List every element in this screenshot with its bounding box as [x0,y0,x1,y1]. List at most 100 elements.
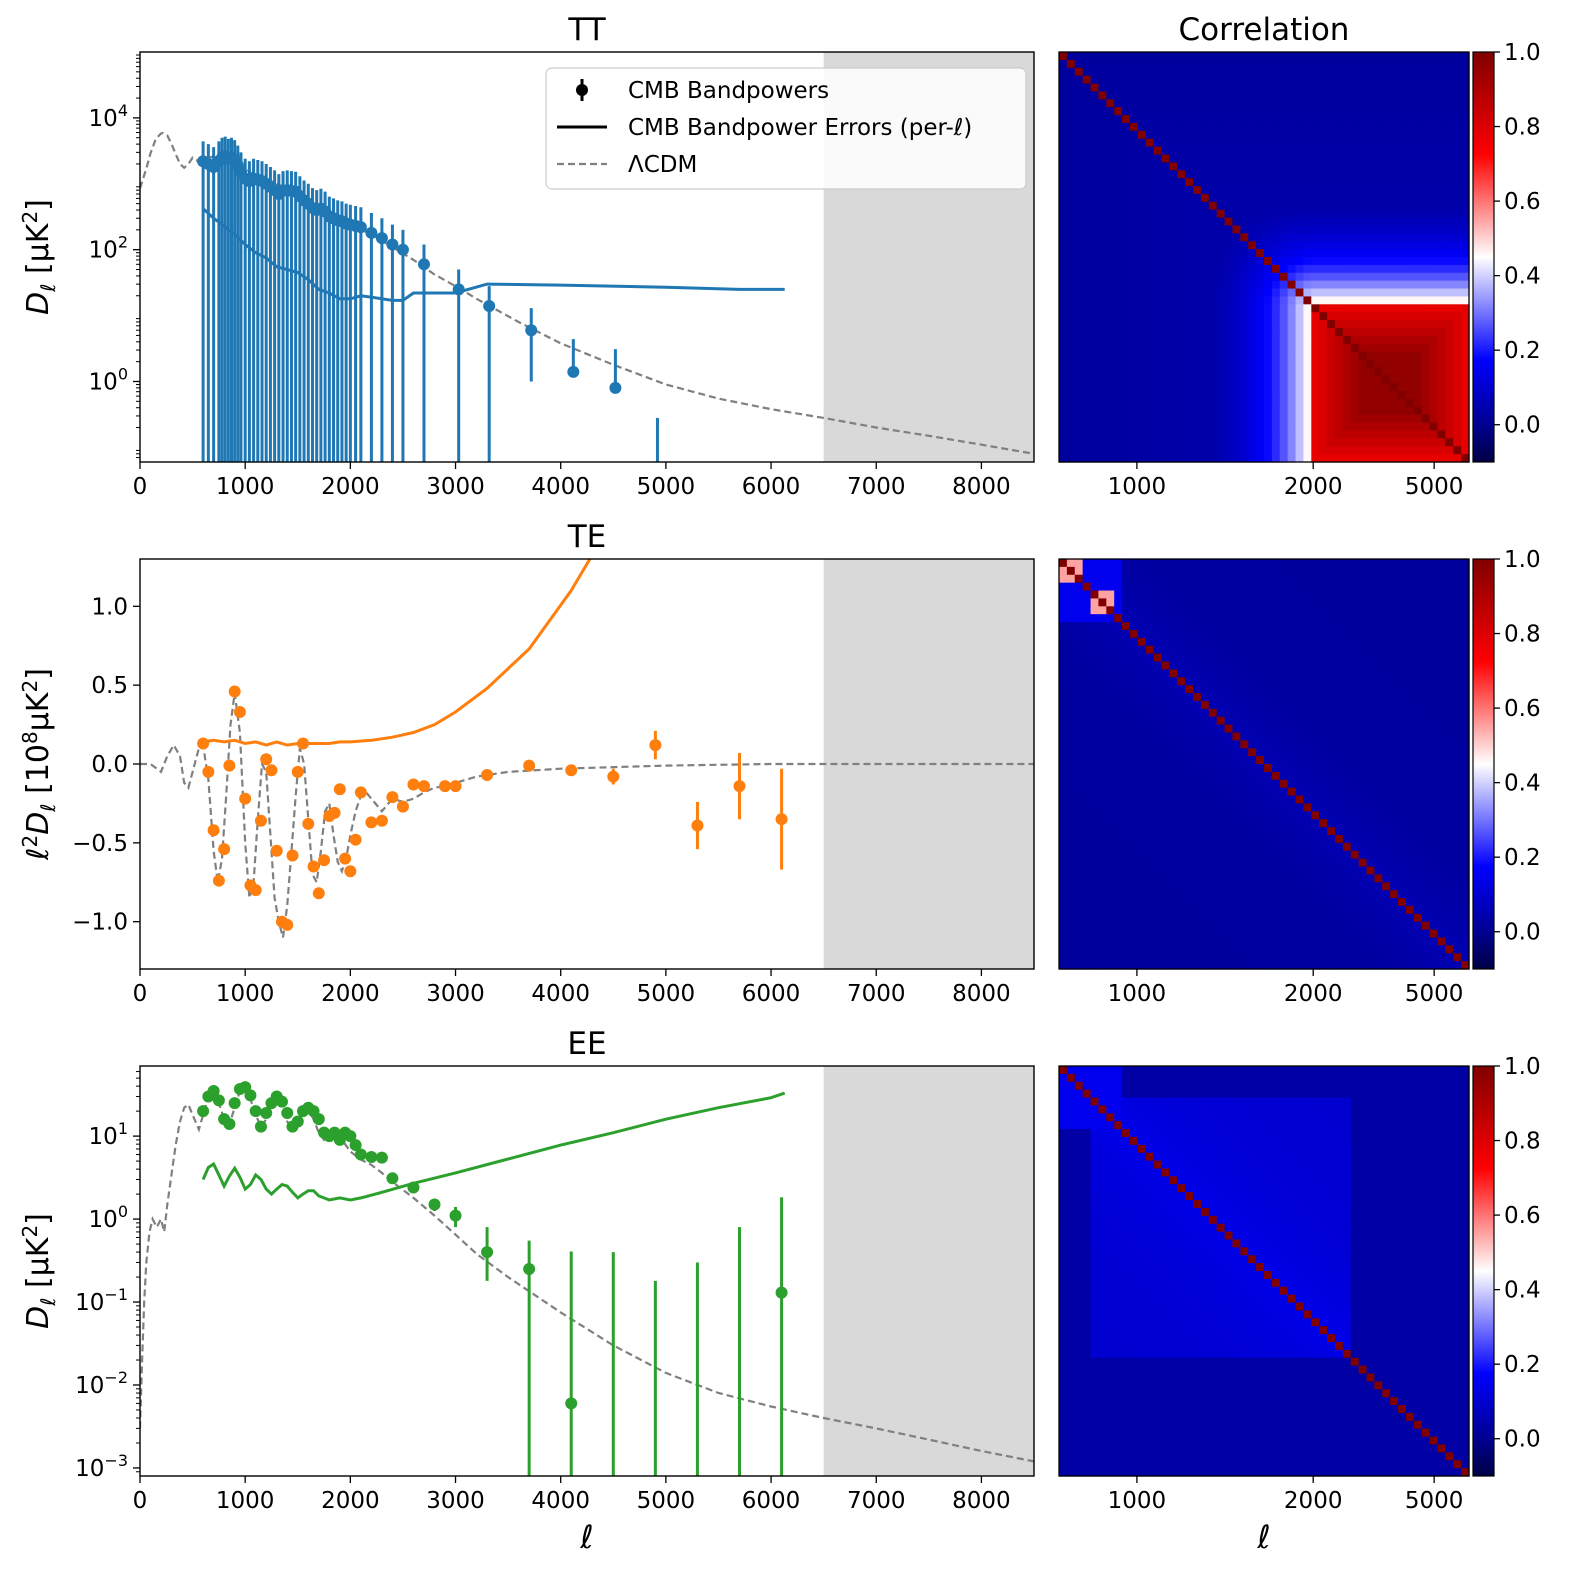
correlation-cell [1334,122,1344,132]
correlation-cell [1114,67,1123,77]
correlation-cell [1066,241,1076,250]
correlation-cell [1224,193,1234,203]
correlation-cell [1271,343,1281,353]
correlation-cell [1287,779,1297,789]
correlation-cell [1082,249,1092,258]
correlation-cell [1161,827,1170,836]
correlation-cell [1098,661,1107,670]
correlation-cell [1374,795,1383,805]
correlation-cell [1303,748,1312,757]
correlation-cell [1232,590,1241,600]
correlation-cell [1342,645,1352,655]
correlation-cell [1208,146,1218,156]
correlation-cell [1224,367,1234,376]
correlation-cell [1248,91,1257,100]
correlation-cell [1303,335,1312,345]
bandpower-point [375,814,388,827]
bandpower-point [354,221,367,234]
correlation-cell [1358,645,1368,655]
correlation-cell [1453,138,1462,148]
correlation-cell [1256,614,1265,623]
correlation-cell [1098,193,1107,203]
correlation-cell [1193,748,1202,757]
correlation-cell [1185,771,1194,781]
correlation-cell [1082,661,1092,670]
correlation-cell [1311,272,1320,282]
correlation-cell [1319,779,1328,789]
correlation-cell [1374,398,1383,408]
correlation-cell [1382,130,1391,140]
correlation-cell [1082,280,1092,290]
correlation-cell [1342,272,1352,282]
correlation-cell [1122,249,1131,258]
correlation-cell [1129,398,1139,408]
correlation-cell [1059,52,1068,61]
correlation-cell [1145,359,1155,368]
correlation-cell [1137,748,1147,757]
correlation-cell [1059,732,1068,741]
correlation-cell [1090,637,1100,647]
correlation-cell [1366,740,1375,749]
correlation-cell [1287,559,1297,568]
correlation-cell [1169,391,1178,400]
correlation-cell [1461,383,1470,392]
correlation-cell [1224,312,1234,321]
correlation-cell [1169,566,1178,576]
correlation-cell [1437,59,1446,69]
correlation-cell [1059,724,1068,734]
correlation-cell [1327,669,1336,678]
correlation-cell [1177,241,1186,250]
correlation-cell [1287,771,1297,781]
correlation-cell [1366,217,1375,227]
correlation-cell [1271,91,1281,100]
correlation-cell [1445,327,1454,337]
correlation-cell [1169,446,1178,455]
correlation-cell [1122,375,1131,384]
correlation-cell [1145,249,1155,258]
correlation-cell [1453,414,1462,424]
correlation-cell [1161,787,1170,797]
correlation-cell [1327,91,1336,100]
correlation-cell [1382,414,1391,424]
correlation-cell [1287,622,1297,631]
correlation-cell [1169,154,1178,163]
correlation-cell [1390,669,1399,678]
correlation-cell [1074,146,1084,156]
correlation-cell [1413,438,1423,447]
correlation-cell [1382,138,1391,148]
correlation-cell [1074,732,1084,741]
correlation-cell [1429,67,1439,77]
correlation-cell [1374,693,1383,702]
correlation-cell [1185,724,1194,734]
correlation-cell [1232,716,1241,726]
correlation-cell [1153,724,1163,734]
correlation-cell [1232,178,1241,187]
correlation-cell [1350,406,1360,416]
correlation-cell [1287,99,1297,108]
correlation-cell [1271,320,1281,329]
correlation-cell [1374,225,1383,234]
correlation-cell [1421,398,1431,408]
correlation-cell [1295,414,1305,424]
correlation-cell [1295,241,1305,250]
correlation-cell [1461,430,1470,439]
correlation-cell [1453,771,1462,781]
correlation-cell [1453,708,1462,718]
correlation-cell [1390,367,1399,376]
correlation-cell [1059,375,1068,384]
correlation-cell [1177,811,1186,820]
correlation-cell [1177,779,1186,789]
bandpower-error-curve [202,559,592,747]
correlation-cell [1059,446,1068,455]
correlation-cell [1200,75,1210,85]
correlation-cell [1327,130,1336,140]
correlation-cell [1161,446,1170,455]
correlation-cell [1358,661,1368,670]
correlation-cell [1122,359,1131,368]
correlation-cell [1421,708,1431,718]
correlation-cell [1106,559,1115,568]
correlation-cell [1224,414,1234,424]
correlation-cell [1208,225,1218,234]
correlation-cell [1319,67,1328,77]
correlation-cell [1114,320,1123,329]
